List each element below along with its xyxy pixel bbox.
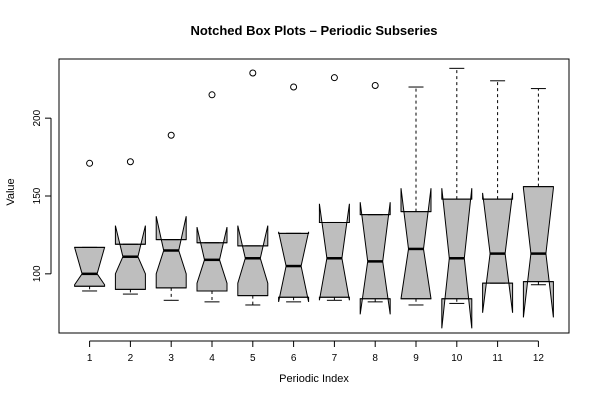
box-5 [237, 69, 269, 306]
x-tick-label: 7 [332, 353, 338, 364]
box-body [359, 202, 391, 315]
box-4 [196, 91, 228, 303]
box-body [318, 203, 350, 301]
x-tick-label: 10 [451, 353, 463, 364]
outlier-point [86, 159, 94, 167]
box-body [237, 225, 269, 297]
box-8 [359, 81, 391, 315]
boxes-group [73, 67, 554, 329]
box-2 [114, 158, 146, 295]
box-10 [441, 67, 473, 329]
x-tick-label: 5 [250, 353, 256, 364]
x-tick-label: 9 [413, 353, 419, 364]
outlier-point [167, 131, 175, 139]
box-9 [400, 86, 432, 306]
box-6 [278, 83, 310, 303]
box-body [522, 186, 554, 318]
outlier-point [330, 74, 338, 82]
outlier-point [290, 83, 298, 91]
x-tick-label: 12 [533, 353, 545, 364]
plot-frame [58, 58, 570, 334]
x-tick-label: 2 [128, 353, 134, 364]
x-tick-label: 6 [291, 353, 297, 364]
y-tick-label: 200 [32, 109, 43, 126]
box-body [155, 216, 187, 289]
x-axis-label: Periodic Index [279, 373, 349, 385]
x-tick-label: 8 [372, 353, 378, 364]
x-tick-label: 4 [209, 353, 215, 364]
box-7 [318, 74, 350, 301]
box-3 [155, 131, 187, 301]
chart-title: Notched Box Plots – Periodic Subseries [190, 23, 437, 38]
box-1 [73, 159, 106, 292]
x-axis: 1 2 3 4 5 6 7 8 9 10 11 12 [87, 340, 545, 364]
box-12 [522, 88, 554, 318]
x-tick-label: 3 [168, 353, 174, 364]
box-11 [482, 80, 514, 313]
y-tick-label: 100 [32, 265, 43, 282]
x-tick-label: 11 [492, 353, 503, 364]
x-tick-label: 1 [87, 353, 93, 364]
outlier-point [249, 69, 257, 77]
outlier-point [208, 91, 216, 99]
y-tick-label: 150 [32, 187, 43, 204]
outlier-point [126, 158, 134, 166]
outlier-point [371, 81, 379, 89]
box-body [73, 246, 106, 287]
y-axis-label: Value [5, 178, 17, 205]
y-axis: 100 150 200 [32, 109, 52, 282]
